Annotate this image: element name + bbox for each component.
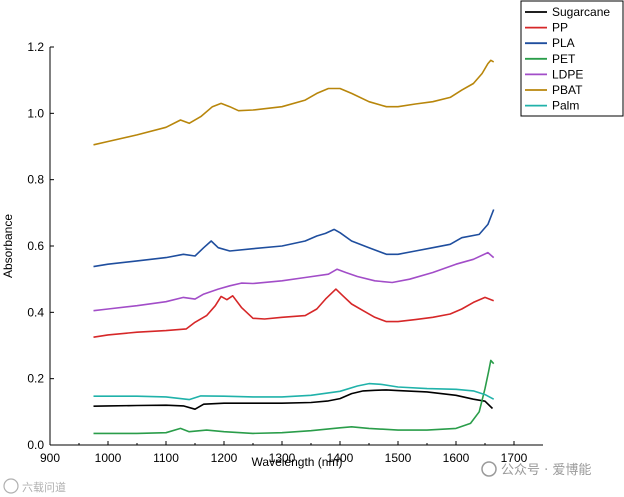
series-layer bbox=[93, 59, 495, 435]
plot-frame bbox=[49, 47, 543, 446]
wechat-icon bbox=[481, 461, 497, 477]
series-line-pla bbox=[93, 209, 495, 268]
series-line-pet bbox=[93, 359, 495, 435]
x-tick-label: 1500 bbox=[385, 451, 412, 465]
series-line-ldpe bbox=[93, 251, 495, 312]
legend-label-ldpe: LDPE bbox=[552, 67, 583, 81]
legend-label-pet: PET bbox=[552, 52, 576, 66]
watermark-left-text: 六载问道 bbox=[22, 480, 66, 494]
x-tick-label: 1200 bbox=[211, 451, 238, 465]
watermark-logo-icon bbox=[3, 478, 19, 494]
x-tick-label: 1300 bbox=[269, 451, 296, 465]
x-tick-label: 1400 bbox=[327, 451, 354, 465]
y-tick-label: 0.0 bbox=[27, 438, 44, 452]
y-tick-label: 0.4 bbox=[27, 305, 44, 319]
y-tick-label: 0.6 bbox=[27, 239, 44, 253]
series-line-palm bbox=[93, 382, 495, 401]
legend-label-pla: PLA bbox=[552, 36, 575, 50]
y-tick-label: 0.8 bbox=[27, 173, 44, 187]
x-tick-label: 1000 bbox=[95, 451, 122, 465]
y-tick-label: 0.2 bbox=[27, 372, 44, 386]
watermark-right-text: 公众号 · 爱博能 bbox=[501, 463, 591, 478]
x-tick-label: 900 bbox=[40, 451, 60, 465]
legend-label-pbat: PBAT bbox=[552, 83, 583, 97]
x-tick-label: 1600 bbox=[443, 451, 470, 465]
legend-label-sugarcane: Sugarcane bbox=[552, 5, 610, 19]
series-line-pbat bbox=[93, 59, 495, 146]
legend-label-pp: PP bbox=[552, 21, 568, 35]
y-ticks: 0.0 0.2 0.4 0.6 0.8 1.0 1.2 bbox=[27, 40, 54, 452]
watermark-left: 六载问道 bbox=[3, 478, 66, 494]
series-line-pp bbox=[93, 288, 494, 338]
x-ticks: 900 1000 1100 1200 1300 1400 1500 1600 1700 bbox=[40, 441, 528, 465]
x-tick-label: 1100 bbox=[153, 451, 179, 465]
x-tick-label: 1700 bbox=[501, 451, 528, 465]
y-tick-label: 1.0 bbox=[27, 106, 44, 120]
series-line-sugarcane bbox=[93, 389, 494, 410]
x-axis-title: Wavelength (nm) bbox=[252, 455, 343, 469]
y-axis-title: Absorbance bbox=[1, 214, 15, 278]
y-tick-label: 1.2 bbox=[27, 40, 44, 54]
legend-label-palm: Palm bbox=[552, 99, 579, 113]
watermark-right: 公众号 · 爱博能 bbox=[481, 461, 591, 478]
